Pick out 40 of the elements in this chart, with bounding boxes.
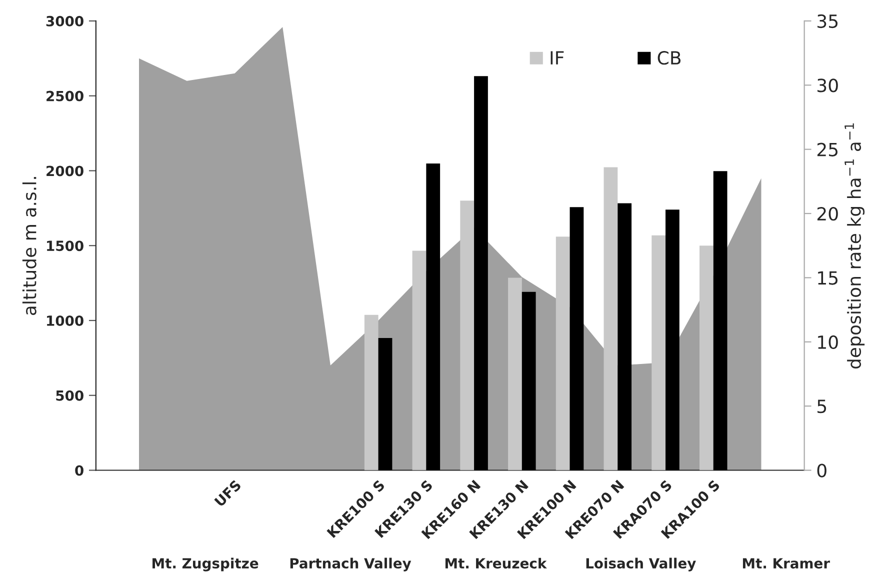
y2-tick-label: 0 bbox=[817, 464, 826, 478]
y2-axis-title: deposition rate kg ha$^{−1}$ a$^{−1}$ bbox=[844, 123, 865, 369]
bar bbox=[699, 246, 714, 470]
text: Mt. Kreuzeck bbox=[445, 558, 547, 569]
text: Loisach Valley bbox=[586, 558, 696, 572]
y2-tick-label: 15 bbox=[818, 271, 838, 285]
y2-tick-label: 20 bbox=[817, 206, 838, 221]
bar bbox=[522, 292, 536, 470]
y2-tick-label: 35 bbox=[818, 14, 838, 28]
text: Partnach Valley bbox=[290, 558, 412, 572]
bar bbox=[556, 236, 570, 470]
bar bbox=[604, 167, 618, 470]
y-tick-label: 1000 bbox=[47, 315, 84, 326]
y2-tick-label: 10 bbox=[818, 335, 838, 349]
bar bbox=[474, 76, 488, 470]
bar bbox=[508, 278, 522, 470]
y-tick-label: 2500 bbox=[46, 90, 84, 102]
text: Mt. Kramer bbox=[742, 558, 830, 569]
bar bbox=[713, 171, 728, 470]
text: Mt. Zugspitze bbox=[152, 558, 258, 572]
y-tick-label: 2000 bbox=[46, 166, 84, 176]
bar bbox=[412, 250, 426, 470]
y-tick-label: 1500 bbox=[47, 240, 84, 252]
bar bbox=[460, 200, 474, 470]
bar bbox=[570, 207, 584, 470]
bar bbox=[378, 338, 392, 470]
bar bbox=[652, 235, 666, 470]
legend-label: IF bbox=[550, 51, 564, 64]
y-tick-label: 0 bbox=[75, 465, 84, 476]
bar bbox=[364, 314, 378, 470]
y-tick-label: 3000 bbox=[46, 16, 84, 26]
y2-tick-label: 30 bbox=[818, 78, 838, 92]
bar bbox=[618, 203, 632, 470]
y-axis-title: altitude m a.s.l. bbox=[22, 177, 36, 316]
y-tick-label: 500 bbox=[56, 390, 84, 401]
bar bbox=[666, 210, 680, 470]
legend-label: CB bbox=[658, 51, 681, 65]
y2-tick-label: 5 bbox=[818, 400, 826, 414]
y2-tick-label: 25 bbox=[817, 142, 838, 156]
bar bbox=[426, 163, 440, 470]
